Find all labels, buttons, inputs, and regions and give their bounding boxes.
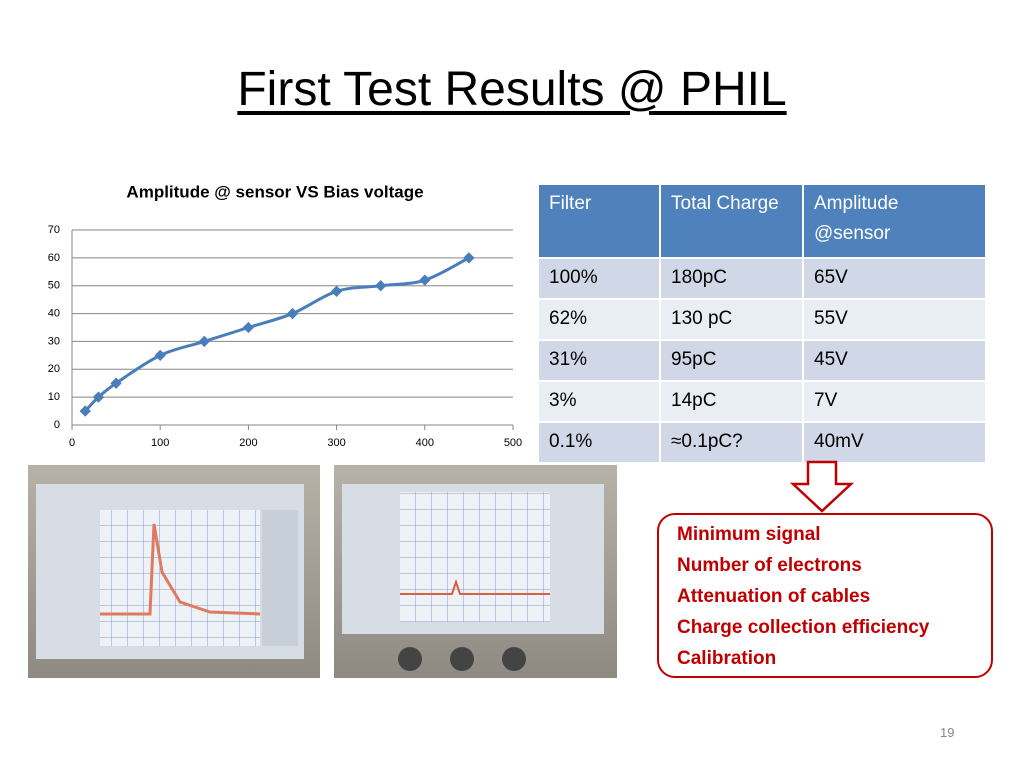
y-tick-label: 40 <box>48 307 60 319</box>
x-tick-label: 300 <box>327 437 345 449</box>
x-tick-label: 400 <box>416 437 434 449</box>
y-tick-label: 30 <box>48 335 60 347</box>
data-point <box>330 285 343 297</box>
chart-title: Amplitude @ sensor VS Bias voltage <box>126 182 423 201</box>
x-tick-label: 500 <box>504 437 522 449</box>
results-table: Filter Total Charge Amplitude @sensor 10… <box>537 183 987 464</box>
slide-title: First Test Results @ PHIL <box>237 63 787 116</box>
x-tick-label: 0 <box>69 437 75 449</box>
data-point <box>198 335 210 348</box>
table-cell: 14pC <box>659 380 804 423</box>
y-tick-label: 0 <box>54 419 60 431</box>
header-cell: Filter <box>537 183 661 259</box>
table-cell: ≈0.1pC? <box>659 421 804 464</box>
table-cell: 0.1% <box>537 421 661 464</box>
header-row: Filter Total Charge Amplitude @sensor <box>537 183 987 259</box>
data-point <box>419 274 431 286</box>
callout-box: Minimum signal Number of electrons Attenua… <box>657 513 993 678</box>
table-row: 100% 180pC 65V <box>537 257 987 300</box>
scope-photo <box>334 465 617 678</box>
table-cell: 65V <box>802 257 987 300</box>
table-cell: 3% <box>537 380 661 423</box>
header-cell: Total Charge <box>659 183 804 259</box>
table-cell: 7V <box>802 380 987 423</box>
page-number: 19 <box>940 725 955 740</box>
callout-item: Calibration <box>677 648 777 669</box>
table-cell: 31% <box>537 339 661 382</box>
callout-item: Minimum signal <box>677 524 821 545</box>
table-cell: 100% <box>537 257 661 300</box>
table-cell: 130 pC <box>659 298 804 341</box>
data-point <box>286 307 299 320</box>
data-point <box>463 252 475 264</box>
table-cell: 95pC <box>659 339 804 382</box>
table-cell: 62% <box>537 298 661 341</box>
data-point <box>242 321 255 334</box>
data-line <box>84 256 470 413</box>
down-arrow <box>790 460 855 513</box>
scope-photo <box>28 465 320 678</box>
table-cell: 180pC <box>659 257 804 300</box>
table-cell: 55V <box>802 298 987 341</box>
header-cell: Amplitude @sensor <box>802 183 987 259</box>
table-row: 3% 14pC 7V <box>537 380 987 423</box>
y-tick-label: 70 <box>48 224 60 236</box>
data-point <box>154 349 166 362</box>
callout-item: Attenuation of cables <box>677 586 871 607</box>
table-cell: 45V <box>802 339 987 382</box>
y-tick-label: 20 <box>48 363 60 375</box>
photos-and-arrow <box>28 465 617 678</box>
chart: Amplitude @ sensor VS Bias voltage 0 10 20… <box>48 182 522 449</box>
table-row: 62% 130 pC 55V <box>537 298 987 341</box>
table-row: 31% 95pC 45V <box>537 339 987 382</box>
y-tick-label: 50 <box>48 280 60 292</box>
callout-item: Number of electrons <box>677 555 862 576</box>
x-tick-label: 100 <box>151 437 169 449</box>
table-row: 0.1% ≈0.1pC? 40mV <box>537 421 987 464</box>
y-tick-label: 60 <box>48 252 60 264</box>
x-tick-label: 200 <box>239 437 257 449</box>
table-cell: 40mV <box>802 421 987 464</box>
callout-item: Charge collection efficiency <box>677 617 930 638</box>
data-point <box>375 280 387 292</box>
y-tick-label: 10 <box>48 391 60 403</box>
